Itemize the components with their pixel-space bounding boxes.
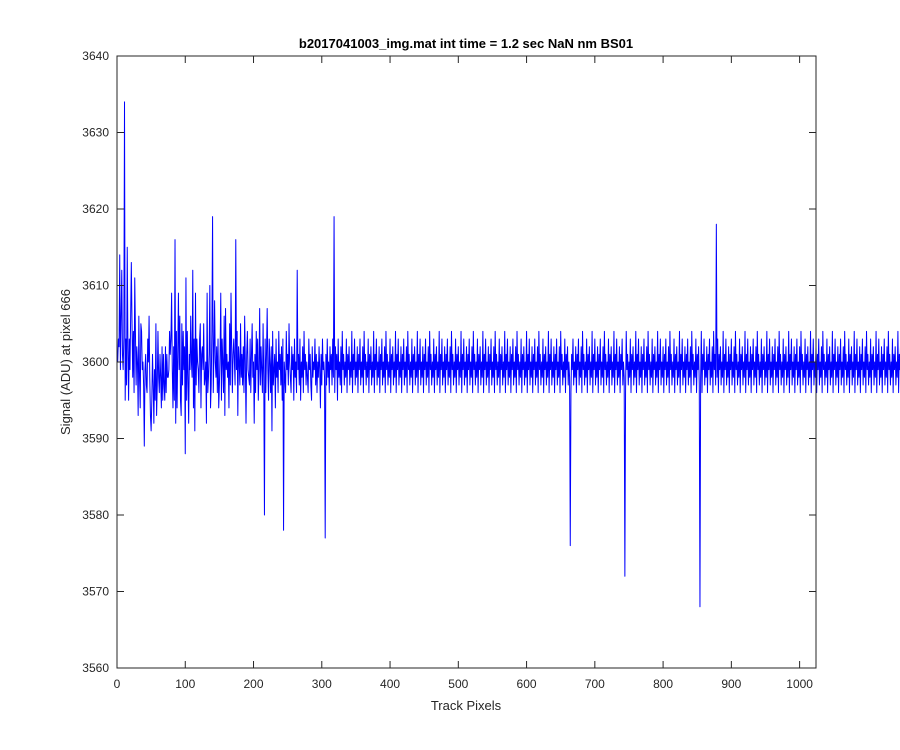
y-tick-label: 3620: [82, 202, 109, 216]
x-axis-ticks: 0 100 200 300 400 500 600 700 800 900 1000: [114, 56, 813, 691]
y-axis-label: Signal (ADU) at pixel 666: [58, 289, 73, 435]
series-line: [117, 101, 900, 608]
x-tick-label: 0: [114, 677, 121, 691]
x-tick-label: 100: [175, 677, 195, 691]
chart-title: b2017041003_img.mat int time = 1.2 sec N…: [299, 36, 633, 51]
x-tick-label: 200: [244, 677, 264, 691]
x-tick-label: 800: [653, 677, 673, 691]
x-axis-label: Track Pixels: [431, 698, 502, 713]
x-tick-label: 600: [517, 677, 537, 691]
data-layer: [117, 101, 900, 608]
y-axis-ticks: 3560 3570 3580 3590 3600 3610 3620 3630 3640: [82, 49, 816, 675]
y-tick-label: 3590: [82, 432, 109, 446]
x-tick-label: 300: [312, 677, 332, 691]
y-tick-label: 3580: [82, 508, 109, 522]
x-tick-label: 700: [585, 677, 605, 691]
y-tick-label: 3600: [82, 355, 109, 369]
y-tick-label: 3630: [82, 126, 109, 140]
x-tick-label: 900: [721, 677, 741, 691]
y-tick-label: 3570: [82, 585, 109, 599]
y-tick-label: 3640: [82, 49, 109, 63]
y-tick-label: 3560: [82, 661, 109, 675]
x-tick-label: 1000: [786, 677, 813, 691]
x-tick-label: 400: [380, 677, 400, 691]
y-tick-label: 3610: [82, 279, 109, 293]
x-tick-label: 500: [448, 677, 468, 691]
